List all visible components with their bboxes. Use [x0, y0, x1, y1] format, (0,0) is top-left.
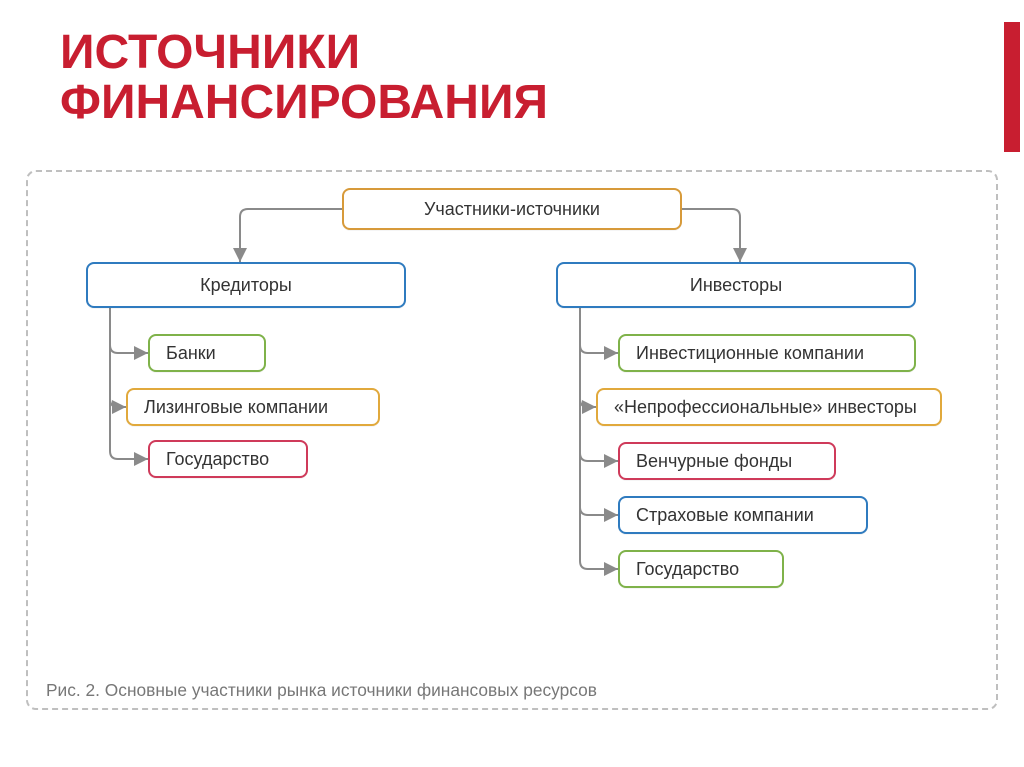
slide-title: ИСТОЧНИКИ ФИНАНСИРОВАНИЯ: [60, 28, 548, 129]
node-root: Участники-источники: [342, 188, 682, 230]
node-nonprof: «Непрофессиональные» инвесторы: [596, 388, 942, 426]
node-invco: Инвестиционные компании: [618, 334, 916, 372]
accent-bar: [1004, 22, 1020, 152]
node-label-banks: Банки: [166, 343, 216, 364]
figure-caption: Рис. 2. Основные участники рынка источни…: [46, 680, 597, 701]
node-cred: Кредиторы: [86, 262, 406, 308]
title-line-2: ФИНАНСИРОВАНИЯ: [60, 78, 548, 128]
node-inv: Инвесторы: [556, 262, 916, 308]
node-label-gov_r: Государство: [636, 559, 739, 580]
node-label-venture: Венчурные фонды: [636, 451, 792, 472]
node-label-gov_l: Государство: [166, 449, 269, 470]
node-label-inv: Инвесторы: [690, 275, 782, 296]
node-label-leasing: Лизинговые компании: [144, 397, 328, 418]
node-label-invco: Инвестиционные компании: [636, 343, 864, 364]
slide: ИСТОЧНИКИ ФИНАНСИРОВАНИЯ Участники-источ…: [0, 0, 1024, 767]
node-leasing: Лизинговые компании: [126, 388, 380, 426]
node-gov_r: Государство: [618, 550, 784, 588]
node-label-cred: Кредиторы: [200, 275, 292, 296]
node-gov_l: Государство: [148, 440, 308, 478]
node-label-nonprof: «Непрофессиональные» инвесторы: [614, 397, 917, 418]
node-banks: Банки: [148, 334, 266, 372]
node-label-insur: Страховые компании: [636, 505, 814, 526]
node-insur: Страховые компании: [618, 496, 868, 534]
node-label-root: Участники-источники: [424, 199, 600, 220]
node-venture: Венчурные фонды: [618, 442, 836, 480]
title-line-1: ИСТОЧНИКИ: [60, 28, 548, 78]
